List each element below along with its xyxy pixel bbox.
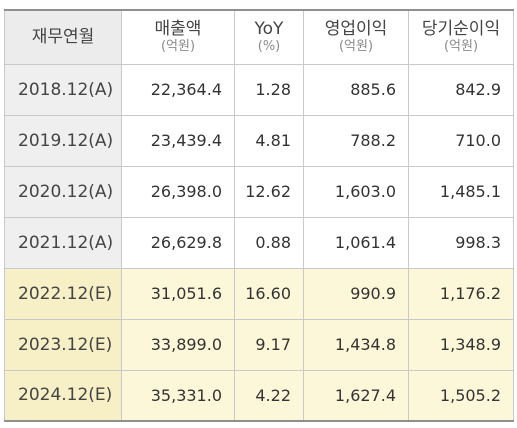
row-revenue: 23,439.4 <box>121 114 235 167</box>
row-revenue: 33,899.0 <box>121 318 235 371</box>
row-yoy: 1.28 <box>234 63 304 116</box>
row-yoy: 9.17 <box>234 318 304 371</box>
row-net-income: 1,505.2 <box>408 369 514 422</box>
row-period: 2018.12(A) <box>4 63 122 116</box>
row-yoy: 4.81 <box>234 114 304 167</box>
header-yoy-unit: (%) <box>257 39 281 55</box>
table-header-row: 재무연월 매출액 (억원) YoY (%) 영업이익 (억원) 당기순이익 (억… <box>4 9 514 65</box>
row-net-income: 842.9 <box>408 63 514 116</box>
financial-table: 재무연월 매출액 (억원) YoY (%) 영업이익 (억원) 당기순이익 (억… <box>4 9 514 422</box>
row-period: 2024.12(E) <box>4 369 122 422</box>
header-period-label: 재무연월 <box>31 27 95 48</box>
row-yoy: 12.62 <box>234 165 304 218</box>
row-op-income: 1,603.0 <box>303 165 409 218</box>
table-row: 2021.12(A) 26,629.8 0.88 1,061.4 998.3 <box>4 216 514 269</box>
row-op-income: 1,627.4 <box>303 369 409 422</box>
row-net-income: 1,348.9 <box>408 318 514 371</box>
row-net-income: 1,176.2 <box>408 267 514 320</box>
row-revenue: 35,331.0 <box>121 369 235 422</box>
row-net-income: 710.0 <box>408 114 514 167</box>
row-net-income: 1,485.1 <box>408 165 514 218</box>
header-revenue-unit: (억원) <box>160 39 196 55</box>
row-yoy: 0.88 <box>234 216 304 269</box>
table-row: 2019.12(A) 23,439.4 4.81 788.2 710.0 <box>4 114 514 167</box>
row-yoy: 16.60 <box>234 267 304 320</box>
row-period: 2023.12(E) <box>4 318 122 371</box>
row-period: 2019.12(A) <box>4 114 122 167</box>
header-op-income: 영업이익 (억원) <box>303 9 409 65</box>
table-row-estimate: 2023.12(E) 33,899.0 9.17 1,434.8 1,348.9 <box>4 318 514 371</box>
header-op-income-label: 영업이익 <box>324 19 388 40</box>
row-revenue: 26,398.0 <box>121 165 235 218</box>
header-period: 재무연월 <box>4 9 122 65</box>
header-net-income-label: 당기순이익 <box>421 19 501 40</box>
row-period: 2020.12(A) <box>4 165 122 218</box>
row-op-income: 990.9 <box>303 267 409 320</box>
row-net-income: 998.3 <box>408 216 514 269</box>
header-net-income: 당기순이익 (억원) <box>408 9 514 65</box>
row-period: 2021.12(A) <box>4 216 122 269</box>
row-op-income: 788.2 <box>303 114 409 167</box>
header-yoy: YoY (%) <box>234 9 304 65</box>
row-op-income: 1,434.8 <box>303 318 409 371</box>
row-yoy: 4.22 <box>234 369 304 422</box>
row-revenue: 31,051.6 <box>121 267 235 320</box>
row-revenue: 22,364.4 <box>121 63 235 116</box>
row-period: 2022.12(E) <box>4 267 122 320</box>
table-row-estimate: 2024.12(E) 35,331.0 4.22 1,627.4 1,505.2 <box>4 369 514 422</box>
header-op-income-unit: (억원) <box>338 39 374 55</box>
header-net-income-unit: (억원) <box>443 39 479 55</box>
header-yoy-label: YoY <box>254 19 284 40</box>
row-op-income: 885.6 <box>303 63 409 116</box>
row-op-income: 1,061.4 <box>303 216 409 269</box>
table-row-estimate: 2022.12(E) 31,051.6 16.60 990.9 1,176.2 <box>4 267 514 320</box>
header-revenue-label: 매출액 <box>154 19 202 40</box>
table-row: 2018.12(A) 22,364.4 1.28 885.6 842.9 <box>4 63 514 116</box>
row-revenue: 26,629.8 <box>121 216 235 269</box>
table-row: 2020.12(A) 26,398.0 12.62 1,603.0 1,485.… <box>4 165 514 218</box>
header-revenue: 매출액 (억원) <box>121 9 235 65</box>
